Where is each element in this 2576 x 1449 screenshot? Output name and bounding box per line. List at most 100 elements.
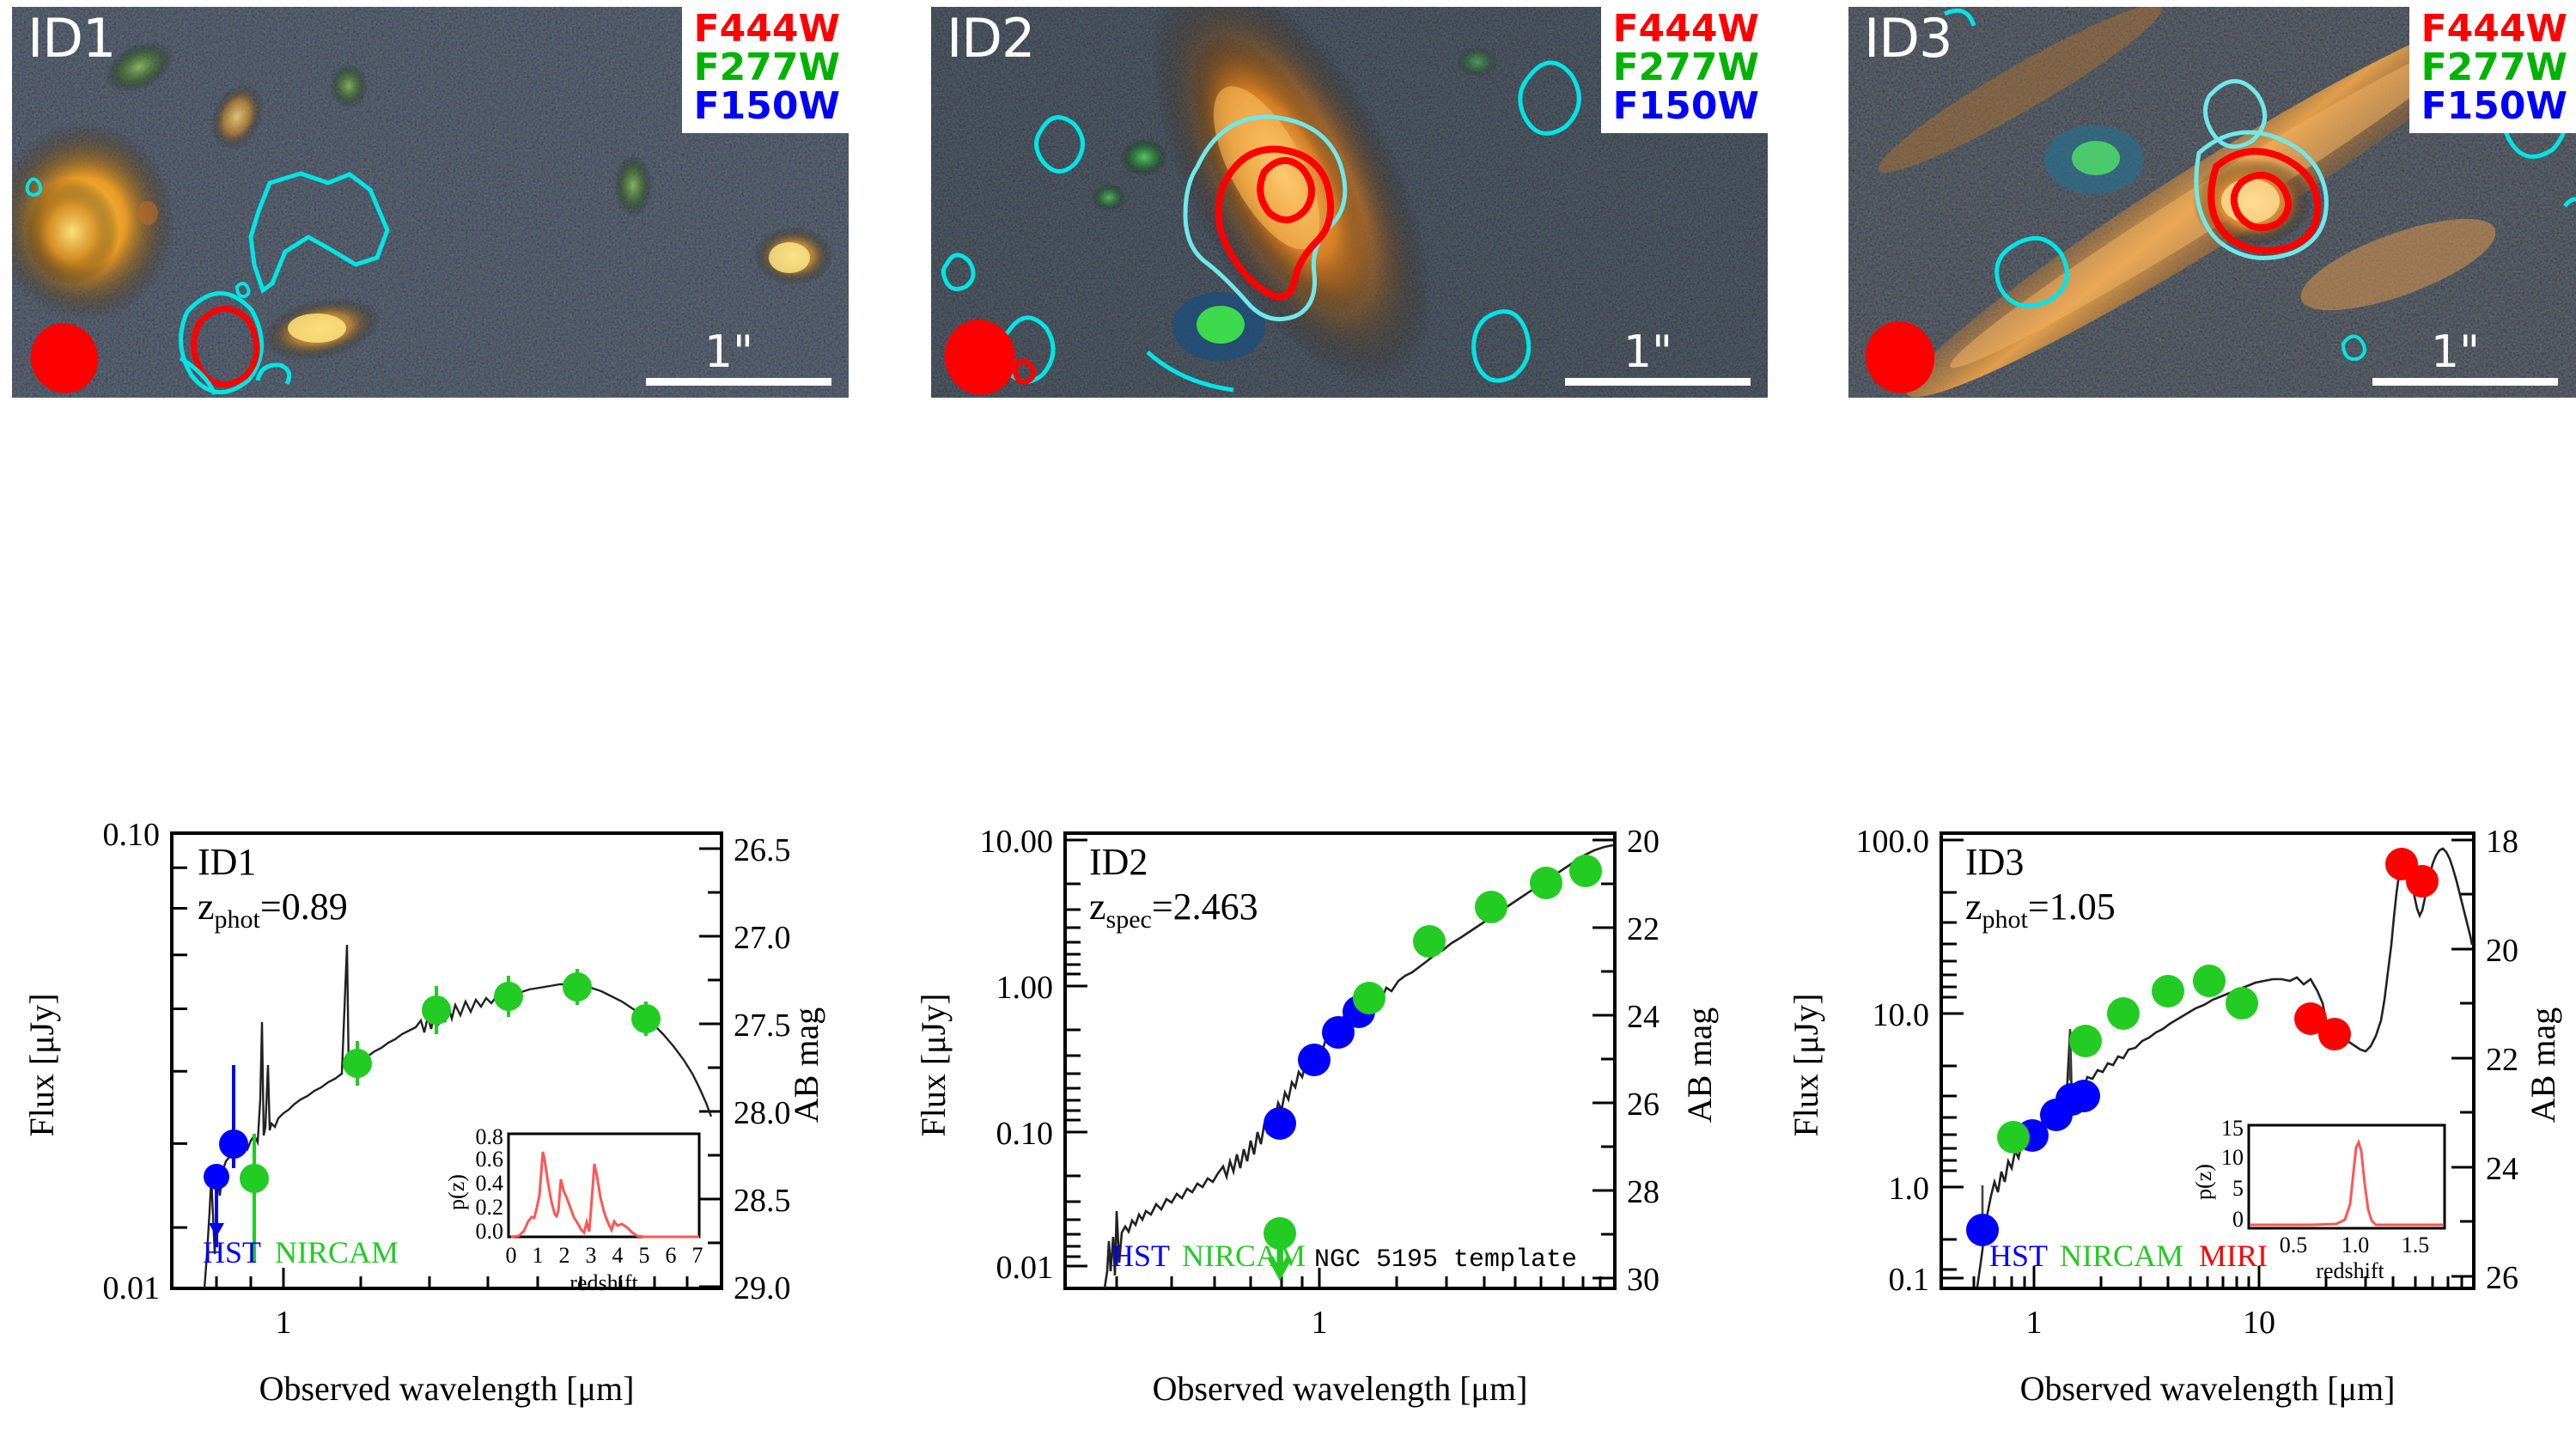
x-axis-title: Observed wavelength [μm] — [1153, 1369, 1528, 1408]
ytick-label: 0.10 — [996, 1116, 1054, 1152]
sed-plot-id1: 0.10 0.01 — [22, 817, 825, 1408]
y-axis-title: Flux [μJy] — [1787, 993, 1825, 1136]
pz-ytick-label: 0 — [2232, 1207, 2244, 1232]
nircam-data-points — [1997, 965, 2258, 1154]
pz-xtick-label: 0.5 — [2280, 1233, 2308, 1257]
scalebar-id1 — [646, 378, 831, 386]
scalebar-id2 — [1565, 378, 1751, 386]
x-axis-ticks — [215, 1268, 689, 1288]
right-axis-ticks — [699, 847, 722, 1288]
ytick-label: 1.00 — [996, 970, 1054, 1006]
right-tick-label: 27.5 — [734, 1008, 791, 1044]
pz-xtick-label: 0 — [506, 1243, 517, 1268]
right-tick-label: 27.0 — [734, 920, 791, 956]
legend-hst: HST — [1989, 1239, 2048, 1273]
y-axis-ticks — [1941, 838, 1964, 1280]
ytick-label: 10.0 — [1873, 997, 1930, 1033]
xtick-label: 1 — [276, 1305, 292, 1341]
ytick-label: 0.01 — [103, 1270, 161, 1306]
hst-data-points — [1264, 995, 1375, 1140]
pz-xtick-label: 6 — [666, 1243, 677, 1268]
ymin-label: 0.1 — [1889, 1262, 1930, 1298]
pz-ytick-label: 0.4 — [476, 1171, 504, 1196]
scalebar-label-id3: 1" — [2431, 326, 2481, 378]
xtick-label: 1 — [2026, 1305, 2043, 1341]
filter-label-f150w: F150W — [1612, 83, 1759, 128]
template-spectrum — [1103, 843, 1614, 1289]
pz-xtick-label: 3 — [586, 1243, 597, 1268]
cutout-panel-id3: ID3 F444W F277W F150W 1" — [1848, 7, 2576, 398]
pz-curve — [510, 1151, 699, 1239]
right-axis-title: AB mag — [2524, 1008, 2562, 1123]
right-tick-label: 24 — [2486, 1151, 2518, 1187]
legend-nircam: NIRCAM — [275, 1235, 399, 1269]
pz-xtick-label: 5 — [639, 1243, 650, 1268]
redshift-annotation: zphot=1.05 — [1965, 886, 2116, 934]
pz-y-axis-title: p(z) — [2191, 1164, 2216, 1200]
filter-legend-id2: F444W F277W F150W — [1600, 7, 1768, 133]
nircam-data-points — [1264, 855, 1602, 1282]
legend-nircam: NIRCAM — [2060, 1239, 2183, 1273]
right-tick-label: 26.5 — [734, 832, 791, 868]
scalebar-label-id1: 1" — [704, 326, 754, 378]
legend-template: NGC 5195 template — [1314, 1245, 1577, 1275]
right-tick-label: 28 — [1627, 1174, 1659, 1210]
scalebar-label-id2: 1" — [1623, 326, 1673, 378]
redshift-annotation: zphot=0.89 — [198, 886, 348, 934]
pz-x-axis-title: redshift — [2316, 1258, 2384, 1283]
ytick-label: 1.0 — [1889, 1171, 1930, 1207]
pz-xtick-label: 4 — [612, 1243, 624, 1268]
sed-plot-id3: 100.0 10.0 1.0 0.1 — [1787, 824, 2562, 1408]
legend-hst: HST — [1111, 1239, 1170, 1273]
filter-label-f150w: F150W — [2421, 83, 2567, 128]
pz-ytick-label: 0.0 — [476, 1219, 504, 1244]
filter-label-f277w: F277W — [1612, 45, 1759, 89]
right-axis-title: AB mag — [787, 1008, 825, 1123]
pz-inset-id3: 15 10 5 0 p(z) 0.5 1.0 1.5 redshift — [2191, 1116, 2446, 1283]
legend-hst: HST — [203, 1235, 261, 1269]
sed-panel-id2: 10.00 1.00 0.10 0.01 — [859, 807, 1744, 1449]
filter-legend-id3: F444W F277W F150W — [2409, 7, 2576, 133]
x-axis-title: Observed wavelength [μm] — [2020, 1369, 2396, 1408]
pz-curve — [2250, 1138, 2443, 1227]
cutout-id-label: ID3 — [1864, 7, 1952, 70]
rgb-image-id3 — [1848, 7, 2576, 398]
right-tick-label: 28.5 — [734, 1183, 791, 1219]
pz-ytick-label: 10 — [2221, 1145, 2244, 1170]
pz-xtick-label: 1 — [533, 1243, 544, 1268]
hst-data-points — [204, 1065, 248, 1247]
hst-data-points — [1966, 1080, 2100, 1247]
right-tick-label: 30 — [1627, 1262, 1659, 1298]
scalebar-id3 — [2372, 378, 2558, 386]
sed-panel-id1: 0.10 0.01 — [0, 807, 859, 1449]
right-tick-label: 22 — [2486, 1042, 2518, 1078]
right-tick-label: 20 — [2486, 933, 2518, 969]
cutout-panel-id2: ID2 F444W F277W F150W 1" — [931, 7, 1768, 398]
cyan-contour — [1183, 114, 1348, 322]
pz-xtick-label: 1.5 — [2402, 1233, 2430, 1257]
legend-miri: MIRI — [2199, 1239, 2268, 1273]
right-tick-label: 26 — [2486, 1260, 2518, 1296]
redshift-annotation: zspec=2.463 — [1089, 886, 1258, 934]
pz-xtick-label: 2 — [559, 1243, 570, 1268]
pz-xtick-label: 7 — [692, 1243, 703, 1268]
nircam-data-points — [240, 969, 661, 1263]
right-tick-label: 20 — [1627, 824, 1659, 860]
sed-panel-id3: 100.0 10.0 1.0 0.1 — [1744, 807, 2576, 1449]
right-axis-ticks — [1592, 838, 1615, 1280]
ytick-label: 10.00 — [980, 824, 1054, 860]
x-axis-ticks — [1115, 1268, 1602, 1288]
right-tick-label: 24 — [1627, 999, 1659, 1035]
cyan-contour — [248, 171, 390, 295]
xtick-label: 1 — [1312, 1305, 1328, 1341]
cutout-id-label: ID2 — [947, 7, 1035, 70]
panel-title: ID1 — [198, 841, 256, 883]
pz-ytick-label: 0.2 — [476, 1195, 504, 1220]
ytick-label: 100.0 — [1856, 824, 1930, 860]
pz-ytick-label: 5 — [2232, 1176, 2244, 1201]
filter-label-f444w: F444W — [1612, 7, 1759, 51]
x-axis-title: Observed wavelength [μm] — [259, 1369, 635, 1408]
right-tick-label: 28.0 — [734, 1095, 791, 1131]
pz-xtick-label: 1.0 — [2342, 1233, 2370, 1257]
y-axis-title: Flux [μJy] — [914, 993, 953, 1136]
